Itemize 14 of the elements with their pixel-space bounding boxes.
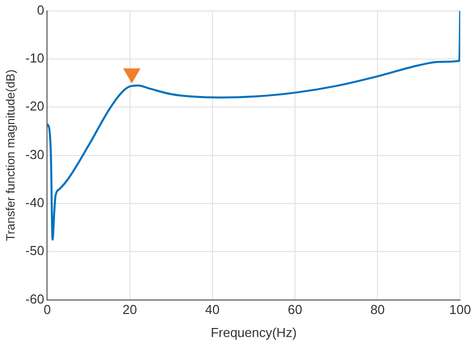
x-axis-title: Frequency(Hz): [210, 324, 297, 340]
y-tick-label: -20: [25, 98, 44, 114]
y-tick-label: -30: [25, 146, 44, 162]
x-tick-label: 40: [205, 302, 220, 318]
x-tick-label: 100: [449, 302, 472, 318]
y-tick-label: -40: [25, 195, 44, 210]
x-tick-label: 60: [288, 302, 302, 318]
y-tick-label: -60: [25, 291, 44, 306]
x-tick-label: 20: [122, 302, 138, 318]
y-axis-title: Transfer function magnitude(dB): [4, 69, 18, 242]
y-tick-label: -10: [25, 50, 44, 66]
x-tick-label: 80: [370, 302, 385, 318]
y-tick-label: -50: [25, 243, 44, 258]
y-tick-label: 0: [36, 2, 44, 18]
